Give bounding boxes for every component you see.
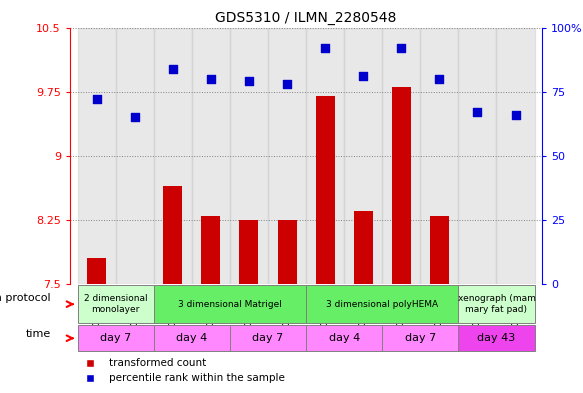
Point [282,81,292,87]
Text: day 7: day 7 [405,333,436,343]
Text: 2 dimensional
monolayer: 2 dimensional monolayer [84,294,147,314]
Bar [382,28,420,284]
Bar [315,96,335,284]
Bar [87,258,106,284]
Point [435,76,444,82]
Text: time: time [26,329,51,339]
Bar [154,28,192,284]
Text: day 43: day 43 [477,333,515,343]
Point [473,109,482,115]
Bar [458,28,497,284]
Bar [420,28,458,284]
Bar [278,220,297,284]
Bar [497,28,535,284]
Bar [354,211,373,284]
Bar [430,216,449,284]
Point [244,78,254,84]
Text: 3 dimensional polyHEMA: 3 dimensional polyHEMA [326,299,438,309]
FancyBboxPatch shape [458,285,535,323]
Text: day 7: day 7 [100,333,131,343]
Point [206,76,216,82]
Bar [306,28,344,284]
Text: day 4: day 4 [176,333,208,343]
FancyBboxPatch shape [78,285,154,323]
Point [396,45,406,51]
Point [130,114,139,120]
Bar [163,185,182,284]
Bar [115,28,154,284]
Bar [201,216,220,284]
Point [359,73,368,79]
Title: GDS5310 / ILMN_2280548: GDS5310 / ILMN_2280548 [215,11,397,25]
Point [511,112,520,118]
Bar [78,28,115,284]
FancyBboxPatch shape [230,325,306,351]
Legend: transformed count, percentile rank within the sample: transformed count, percentile rank withi… [75,354,289,387]
FancyBboxPatch shape [154,325,230,351]
FancyBboxPatch shape [382,325,458,351]
Point [92,96,101,103]
Point [168,65,177,72]
Bar [240,220,258,284]
Point [321,45,330,51]
Bar [392,87,411,284]
FancyBboxPatch shape [306,325,382,351]
Text: xenograph (mam
mary fat pad): xenograph (mam mary fat pad) [458,294,535,314]
Bar [344,28,382,284]
FancyBboxPatch shape [78,325,154,351]
Text: day 7: day 7 [252,333,283,343]
FancyBboxPatch shape [306,285,458,323]
Bar [230,28,268,284]
Bar [192,28,230,284]
Text: day 4: day 4 [329,333,360,343]
FancyBboxPatch shape [458,325,535,351]
Text: 3 dimensional Matrigel: 3 dimensional Matrigel [178,299,282,309]
Text: growth protocol: growth protocol [0,293,51,303]
FancyBboxPatch shape [154,285,306,323]
Bar [268,28,306,284]
